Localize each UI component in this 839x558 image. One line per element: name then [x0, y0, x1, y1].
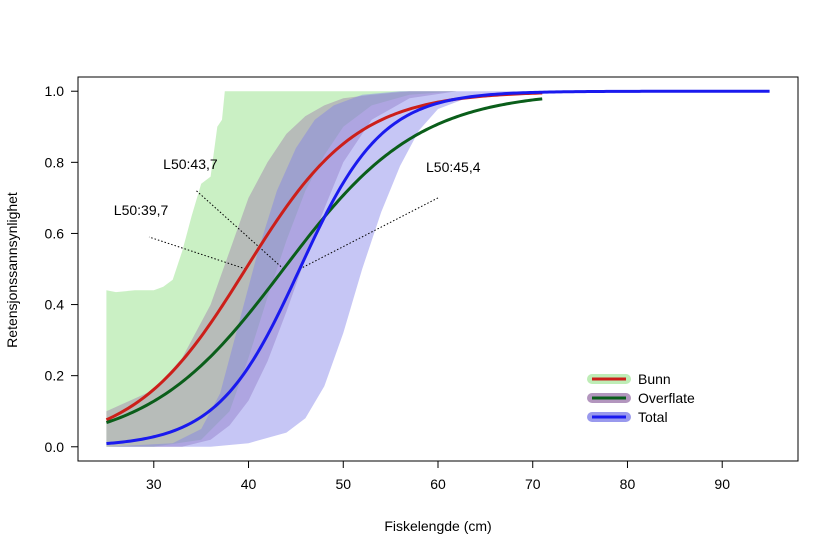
y-tick-label: 0.2 — [45, 368, 65, 384]
x-tick-label: 60 — [430, 476, 446, 492]
y-tick-label: 0.6 — [45, 225, 65, 241]
y-axis-label: Retensjonssannsynlighet — [4, 192, 20, 348]
annotation-label: L50:45,4 — [426, 159, 481, 175]
x-tick-label: 70 — [525, 476, 541, 492]
y-tick-label: 1.0 — [45, 83, 65, 99]
x-tick-label: 80 — [620, 476, 636, 492]
l50-annotations: L50:39,7 L50:43,7 L50:45,4 — [114, 156, 481, 270]
annotation-line — [148, 236, 246, 270]
y-tick-label: 0.4 — [45, 297, 65, 313]
band-total — [106, 91, 770, 447]
x-tick-label: 40 — [241, 476, 257, 492]
confidence-bands — [106, 91, 770, 447]
x-tick-label: 30 — [146, 476, 162, 492]
line-total — [106, 89, 770, 446]
legend-label: Total — [638, 409, 668, 425]
legend: Bunn Overflate Total — [587, 371, 695, 425]
band-overflate — [106, 91, 543, 447]
x-tick-label: 50 — [335, 476, 351, 492]
y-tick-label: 0.8 — [45, 154, 65, 170]
y-axis: 0.0 0.2 0.4 0.6 0.8 1.0 — [45, 83, 78, 455]
series-lines — [105, 89, 770, 446]
x-tick-label: 90 — [714, 476, 730, 492]
x-axis: 30 40 50 60 70 80 90 — [146, 460, 730, 492]
annotation-label: L50:39,7 — [114, 202, 169, 218]
y-tick-label: 0.0 — [45, 439, 65, 455]
x-axis-label: Fiskelengde (cm) — [384, 518, 491, 534]
annotation-line — [299, 197, 439, 270]
band-bunn — [106, 91, 543, 447]
legend-label: Bunn — [638, 371, 671, 387]
legend-label: Overflate — [638, 390, 695, 406]
annotation-label: L50:43,7 — [163, 156, 218, 172]
